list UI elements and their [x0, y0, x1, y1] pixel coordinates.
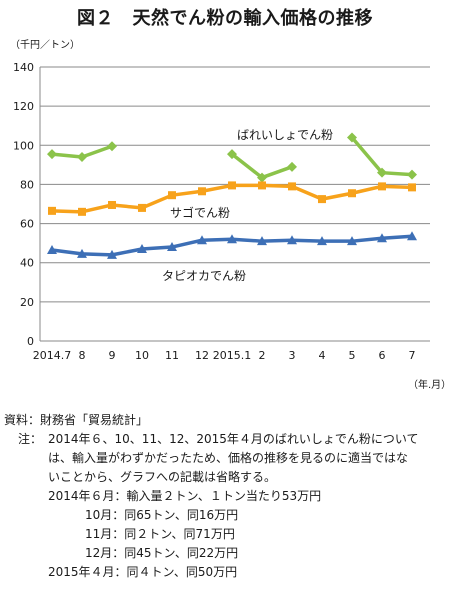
- x-tick-label: 12: [195, 349, 209, 362]
- note-detail-2: 10月：同65トン、同16万円: [85, 508, 239, 522]
- note-line-2: は、輸入量がわずかだったため、価格の推移を見るのに適当ではな: [48, 451, 409, 465]
- data-point: [47, 149, 57, 160]
- data-point: [287, 235, 297, 245]
- data-point: [77, 152, 87, 163]
- data-point: [78, 207, 86, 216]
- data-point: [378, 182, 386, 191]
- data-point: [288, 182, 296, 191]
- notes-block: 資料：財務省「貿易統計」 注： 2014年６、10、11、12、2015年４月のば…: [4, 411, 448, 582]
- data-point: [47, 244, 57, 254]
- note-line-3: いことから、グラフへの記載は省略する。: [48, 470, 277, 484]
- x-tick-label: 10: [135, 349, 149, 362]
- data-point: [197, 235, 207, 245]
- data-point: [347, 132, 357, 143]
- data-point: [168, 191, 176, 200]
- note-detail-4: 12月：同45トン、同22万円: [85, 546, 239, 560]
- y-tick-label: 20: [20, 296, 34, 309]
- note-detail-5: 2015年４月：同４トン、同50万円: [48, 565, 238, 579]
- y-tick-label: 140: [13, 61, 34, 74]
- data-point: [228, 181, 236, 190]
- x-tick-label: 4: [319, 349, 326, 362]
- y-axis-unit: （千円／トン）: [10, 40, 80, 51]
- x-tick-label: 6: [379, 349, 386, 362]
- data-point: [198, 187, 206, 196]
- x-tick-label: 8: [79, 349, 86, 362]
- x-tick-label: 3: [289, 349, 296, 362]
- data-point: [107, 141, 117, 152]
- data-point: [377, 233, 387, 243]
- data-point: [407, 169, 417, 180]
- data-point: [108, 200, 116, 209]
- x-tick-label: 5: [349, 349, 356, 362]
- note-label: 注：: [18, 432, 43, 446]
- data-point: [138, 203, 146, 212]
- x-tick-label: 9: [109, 349, 116, 362]
- data-point: [348, 189, 356, 198]
- series-label: タピオカでん粉: [162, 269, 246, 283]
- data-point: [377, 167, 387, 178]
- x-tick-label: 7: [409, 349, 416, 362]
- y-tick-label: 40: [20, 257, 34, 270]
- x-tick-label: 11: [165, 349, 179, 362]
- x-axis-unit: （年.月）: [408, 380, 450, 391]
- y-tick-label: 0: [27, 335, 34, 348]
- data-point: [287, 161, 297, 172]
- data-point: [137, 244, 147, 254]
- note-text-1: 2014年６、10、11、12、2015年４月のばれいしょでん粉について: [48, 432, 419, 446]
- data-point: [227, 149, 237, 160]
- data-point: [48, 206, 56, 215]
- source-note: 資料：財務省「貿易統計」: [4, 413, 149, 427]
- data-point: [258, 181, 266, 190]
- data-point: [107, 249, 117, 259]
- data-point: [77, 248, 87, 258]
- x-tick-label: 2015.1: [213, 349, 252, 362]
- note-line-1: 注： 2014年６、10、11、12、2015年４月のばれいしょでん粉について: [4, 430, 448, 449]
- y-tick-label: 60: [20, 218, 34, 231]
- data-point: [167, 242, 177, 252]
- data-point: [318, 195, 326, 204]
- x-tick-label: 2014.7: [33, 349, 72, 362]
- data-point: [347, 236, 357, 246]
- note-detail-1: 2014年６月：輸入量２トン、１トン当たり53万円: [48, 489, 322, 503]
- line-chart: 0 20 40 60 80 100 120 140 2014.7 8 9 10 11 12 2015.1 2 3…: [13, 61, 430, 362]
- y-tick-label: 80: [20, 178, 34, 191]
- y-tick-label: 100: [13, 139, 34, 152]
- chart-title: 図２ 天然でん粉の輸入価格の推移: [77, 8, 373, 29]
- data-point: [407, 231, 417, 241]
- data-point: [408, 183, 416, 192]
- series-label: ばれいしょでん粉: [237, 128, 333, 142]
- data-point: [227, 234, 237, 244]
- x-tick-label: 2: [259, 349, 266, 362]
- data-point: [257, 236, 267, 246]
- y-tick-label: 120: [13, 100, 34, 113]
- data-point: [317, 236, 327, 246]
- note-detail-3: 11月：同２トン、同71万円: [85, 527, 235, 541]
- data-point: [257, 172, 267, 183]
- series-label: サゴでん粉: [170, 205, 230, 220]
